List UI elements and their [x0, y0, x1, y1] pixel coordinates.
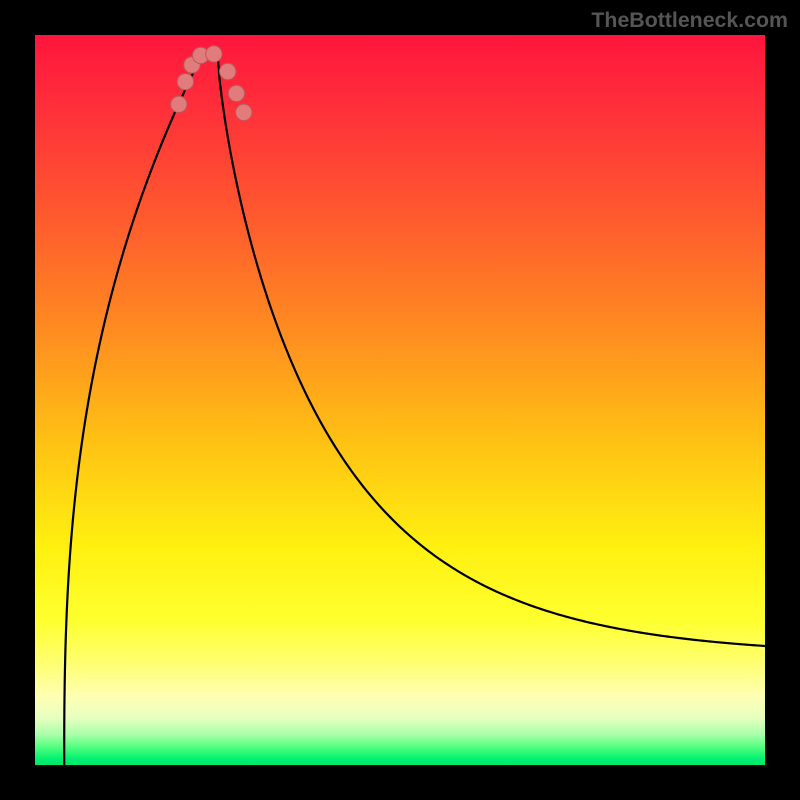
bottleneck-curve-chart	[35, 35, 765, 765]
chart-frame: TheBottleneck.com	[0, 0, 800, 800]
data-marker	[220, 63, 236, 79]
plot-area	[35, 35, 765, 765]
data-marker	[171, 96, 187, 112]
data-marker	[177, 74, 193, 90]
gradient-background	[35, 35, 765, 765]
watermark-text: TheBottleneck.com	[591, 8, 788, 33]
data-marker	[206, 46, 222, 62]
data-marker	[228, 85, 244, 101]
data-marker	[236, 104, 252, 120]
